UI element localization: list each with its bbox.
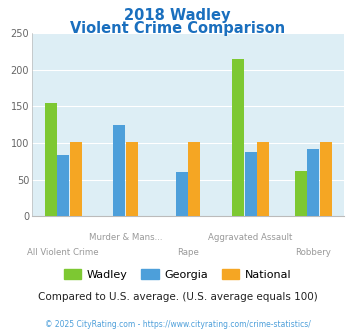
Legend: Wadley, Georgia, National: Wadley, Georgia, National (59, 265, 296, 284)
Text: Compared to U.S. average. (U.S. average equals 100): Compared to U.S. average. (U.S. average … (38, 292, 317, 302)
Text: Murder & Mans...: Murder & Mans... (89, 233, 163, 242)
Bar (295, 171, 307, 216)
Bar (45, 103, 57, 216)
Bar (114, 124, 125, 216)
Bar (70, 142, 82, 216)
Bar (320, 142, 332, 216)
Bar (57, 155, 69, 216)
Bar (232, 59, 244, 216)
Text: Rape: Rape (177, 248, 199, 257)
Text: Violent Crime Comparison: Violent Crime Comparison (70, 21, 285, 36)
Text: 2018 Wadley: 2018 Wadley (124, 8, 231, 23)
Bar (126, 142, 138, 216)
Text: Robbery: Robbery (295, 248, 331, 257)
Text: © 2025 CityRating.com - https://www.cityrating.com/crime-statistics/: © 2025 CityRating.com - https://www.city… (45, 320, 310, 329)
Bar (257, 142, 269, 216)
Text: Aggravated Assault: Aggravated Assault (208, 233, 293, 242)
Text: All Violent Crime: All Violent Crime (27, 248, 99, 257)
Bar (189, 142, 200, 216)
Bar (176, 172, 188, 216)
Bar (307, 149, 319, 216)
Bar (245, 152, 257, 216)
